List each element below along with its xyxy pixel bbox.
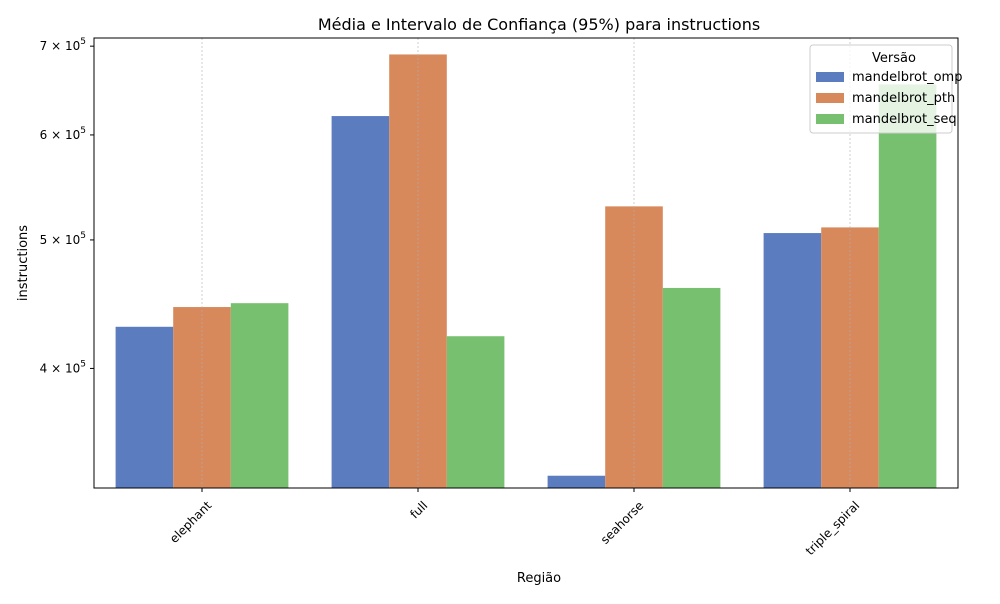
y-tick-label: 7 × 105 bbox=[40, 37, 86, 53]
bar-mandelbrot_omp-full bbox=[331, 116, 390, 489]
bar-mandelbrot_omp-elephant bbox=[115, 326, 174, 488]
legend-box bbox=[809, 44, 953, 134]
bar-mandelbrot_seq-seahorse bbox=[662, 287, 721, 488]
bars-layer bbox=[115, 54, 937, 489]
bar-mandelbrot_seq-elephant bbox=[230, 303, 289, 488]
legend-label-mandelbrot_pth: mandelbrot_pth bbox=[852, 91, 955, 106]
x-tick-label-full: full bbox=[407, 498, 430, 521]
x-axis: elephant full seahorse triple_spiral bbox=[167, 488, 862, 558]
x-tick-label-triple_spiral: triple_spiral bbox=[803, 498, 862, 557]
bar-mandelbrot_omp-seahorse bbox=[547, 475, 606, 488]
x-tick-label-seahorse: seahorse bbox=[598, 498, 646, 546]
chart-title: Média e Intervalo de Confiança (95%) par… bbox=[318, 15, 760, 34]
y-tick-label: 5 × 105 bbox=[40, 231, 86, 247]
bar-mandelbrot_omp-triple_spiral bbox=[763, 233, 822, 488]
x-tick-label-elephant: elephant bbox=[167, 498, 215, 546]
legend-label-mandelbrot_seq: mandelbrot_seq bbox=[852, 112, 957, 127]
plot-frame bbox=[93, 37, 959, 489]
y-axis-label: instructions bbox=[16, 225, 31, 301]
legend-title: Versão bbox=[872, 51, 916, 66]
bar-mandelbrot_seq-triple_spiral bbox=[878, 84, 937, 488]
y-axis: 4 × 105 5 × 105 6 × 105 7 × 105 bbox=[40, 37, 94, 375]
x-axis-label: Região bbox=[517, 571, 561, 586]
legend: Versão mandelbrot_ompmandelbrot_pthmande… bbox=[809, 44, 962, 134]
y-tick-label: 4 × 105 bbox=[40, 359, 86, 375]
legend-swatch-mandelbrot_omp bbox=[816, 72, 844, 82]
legend-swatch-mandelbrot_seq bbox=[816, 114, 844, 124]
legend-swatch-mandelbrot_pth bbox=[816, 93, 844, 103]
grid-layer bbox=[201, 38, 851, 488]
y-tick-label: 6 × 105 bbox=[40, 126, 86, 142]
legend-items: mandelbrot_omp mandelbrot_pth mandelbrot_s… bbox=[816, 70, 962, 127]
bar-mandelbrot_pth-elephant bbox=[173, 307, 231, 488]
bar-mandelbrot_seq-full bbox=[446, 336, 505, 488]
legend-label-mandelbrot_omp: mandelbrot_omp bbox=[852, 70, 962, 85]
